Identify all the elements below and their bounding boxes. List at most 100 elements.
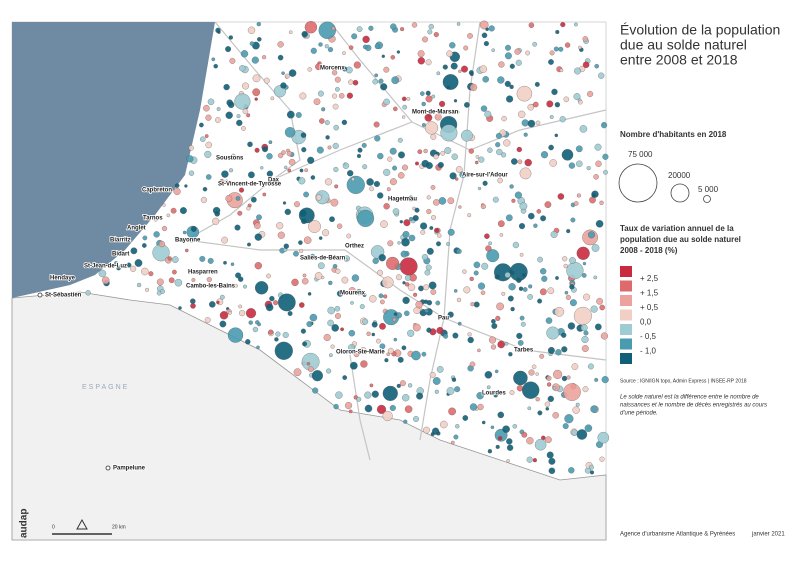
commune-dot [182,230,187,235]
place-label: Mourenx [340,291,366,297]
color-label: - 1,0 [640,347,657,356]
commune-dot [477,186,482,191]
commune-dot [392,165,398,171]
commune-dot [402,104,408,110]
commune-dot [383,98,390,106]
commune-dot [281,150,286,155]
commune-dot [425,90,431,96]
commune-dot [288,30,293,34]
commune-dot [309,313,318,322]
size-label: 75 000 [628,150,653,159]
commune-dot [254,222,261,230]
commune-dot [590,305,598,313]
place-label: Anglet [127,226,146,232]
commune-dot [527,294,533,300]
commune-dot [518,110,526,119]
place-label: Capbreton [142,188,172,194]
commune-dot [594,63,599,69]
commune-dot [386,352,390,356]
commune-dot [252,74,261,83]
commune-dot [266,153,273,160]
commune-dot [474,160,479,165]
commune-dot [421,351,427,357]
commune-dot [467,336,474,344]
scale-zero: 0 [52,524,55,530]
commune-dot [399,380,406,387]
commune-dot [221,170,229,178]
commune-dot [257,37,262,42]
commune-dot [247,26,256,34]
commune-dot [493,392,498,398]
commune-dot [446,50,453,57]
commune-dot [430,289,437,295]
commune-dot [599,304,605,311]
commune-dot [566,262,584,280]
commune-dot [162,203,166,207]
commune-dot [366,331,371,336]
commune-dot [167,256,172,261]
place-label: Orthez [345,244,364,250]
commune-dot [311,370,323,382]
commune-dot [360,347,367,354]
commune-dot [379,343,386,350]
commune-dot [469,361,476,368]
color-swatch [620,338,632,350]
commune-dot [541,275,548,282]
commune-dot [564,414,574,424]
place-label: Mont-de-Marsan [412,110,459,116]
commune-dot [356,396,362,402]
commune-dot [555,349,562,356]
commune-dot [204,317,211,323]
commune-dot [535,372,539,376]
commune-dot [450,440,455,445]
commune-dot [546,100,554,108]
commune-dot [230,262,235,266]
commune-dot [391,76,400,85]
commune-dot [447,197,455,205]
commune-dot [553,46,559,52]
commune-dot [372,78,378,85]
commune-dot [315,194,322,201]
commune-dot [126,262,132,268]
commune-dot [492,196,499,203]
commune-dot [564,42,571,48]
commune-dot [518,223,526,230]
commune-dot [288,69,297,77]
commune-dot [480,203,486,210]
commune-dot [374,135,381,142]
commune-dot [433,32,439,38]
commune-dot [443,333,449,339]
commune-dot [519,252,524,257]
commune-dot [596,297,603,305]
size-label: 20000 [668,171,691,180]
commune-dot [484,110,492,118]
commune-dot [333,124,339,131]
commune-dot [116,265,122,271]
title-line: entre 2008 et 2018 [620,52,738,68]
commune-dot [324,120,330,126]
commune-dot [581,273,587,278]
commune-dot [527,119,536,128]
commune-dot [392,317,397,322]
note-line: Le solde naturel est la différence entre… [620,395,759,401]
commune-dot [488,25,495,32]
commune-dot [563,263,568,269]
commune-dot [467,332,472,337]
commune-dot [400,250,408,258]
place-label: Bidart [112,252,129,258]
commune-dot [282,331,289,339]
commune-dot [528,212,535,220]
commune-dot [480,105,488,112]
commune-dot [453,99,458,103]
commune-dot [446,242,451,246]
commune-dot [230,153,236,159]
commune-dot [362,293,367,297]
commune-dot [153,231,160,238]
commune-dot [586,166,591,171]
commune-dot [315,190,330,205]
commune-dot [389,404,396,412]
commune-dot [562,423,569,430]
commune-dot [558,46,564,52]
commune-dot [403,419,408,424]
commune-dot [537,410,543,416]
